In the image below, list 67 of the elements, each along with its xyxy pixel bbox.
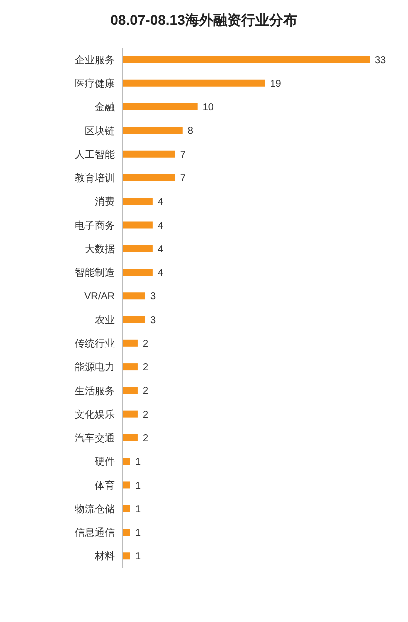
y-tick-label: 智能制造 xyxy=(75,267,115,280)
data-label: 3 xyxy=(150,292,156,303)
bar xyxy=(123,387,138,394)
data-label: 1 xyxy=(135,528,142,540)
y-tick-label: 教育培训 xyxy=(75,172,115,185)
y-tick-label: 医疗健康 xyxy=(75,78,115,90)
data-label: 2 xyxy=(142,434,149,445)
data-label: 4 xyxy=(158,197,164,208)
chart-title: 08.07-08.13海外融资行业分布 xyxy=(110,11,298,30)
bar xyxy=(123,529,130,536)
data-label: 10 xyxy=(202,102,214,114)
y-tick-label: 金融 xyxy=(95,102,115,114)
bar xyxy=(123,56,370,64)
bar xyxy=(123,292,146,300)
data-label: 7 xyxy=(180,150,186,161)
bar xyxy=(123,552,130,560)
y-tick-label: 材料 xyxy=(94,550,115,563)
bar xyxy=(123,434,138,442)
data-label: 33 xyxy=(375,55,387,66)
y-tick-label: 大数据 xyxy=(85,243,115,256)
bar xyxy=(123,222,153,229)
data-label: 8 xyxy=(188,126,194,138)
bar xyxy=(123,104,198,111)
y-tick-label: 信息通信 xyxy=(75,527,115,540)
bar xyxy=(123,80,266,87)
bar xyxy=(123,505,130,512)
bar xyxy=(123,482,130,489)
y-tick-label: 生活服务 xyxy=(75,385,115,398)
data-label: 1 xyxy=(135,457,142,468)
bar xyxy=(123,340,138,347)
y-tick-label: 物流仓储 xyxy=(75,503,115,516)
y-tick-label: 农业 xyxy=(95,314,115,326)
data-label: 2 xyxy=(142,410,149,421)
y-tick-label: 传统行业 xyxy=(75,338,115,350)
data-label: 4 xyxy=(158,268,164,280)
data-label: 2 xyxy=(142,338,149,350)
y-tick-label: 消费 xyxy=(95,196,115,208)
y-tick-label: 汽车交通 xyxy=(75,432,115,445)
y-tick-label: 硬件 xyxy=(95,457,115,468)
bar xyxy=(123,316,146,324)
data-label: 1 xyxy=(135,552,142,563)
y-tick-label: 企业服务 xyxy=(75,54,115,66)
data-label: 4 xyxy=(158,244,164,256)
y-tick-label: 电子商务 xyxy=(75,220,115,232)
y-tick-label: 体育 xyxy=(95,480,115,492)
bar xyxy=(123,458,130,466)
bar xyxy=(123,410,138,418)
data-label: 19 xyxy=(270,78,282,90)
bar xyxy=(123,150,176,158)
y-tick-label: 区块链 xyxy=(85,125,115,138)
bar xyxy=(123,174,176,182)
data-label: 2 xyxy=(142,362,149,374)
bar xyxy=(123,364,138,371)
bar xyxy=(123,269,153,276)
y-tick-label: 人工智能 xyxy=(75,148,115,161)
y-tick-label: 文化娱乐 xyxy=(75,408,115,421)
bar xyxy=(123,127,183,134)
data-label: 1 xyxy=(135,504,142,516)
bar xyxy=(123,245,153,252)
data-label: 1 xyxy=(135,480,142,492)
data-label: 2 xyxy=(142,386,149,398)
data-label: 7 xyxy=(180,174,186,185)
y-tick-label: 能源电力 xyxy=(75,362,115,374)
data-label: 3 xyxy=(150,315,156,326)
y-tick-label: VR/AR xyxy=(84,292,115,303)
bar xyxy=(123,198,153,206)
data-label: 4 xyxy=(158,220,164,232)
